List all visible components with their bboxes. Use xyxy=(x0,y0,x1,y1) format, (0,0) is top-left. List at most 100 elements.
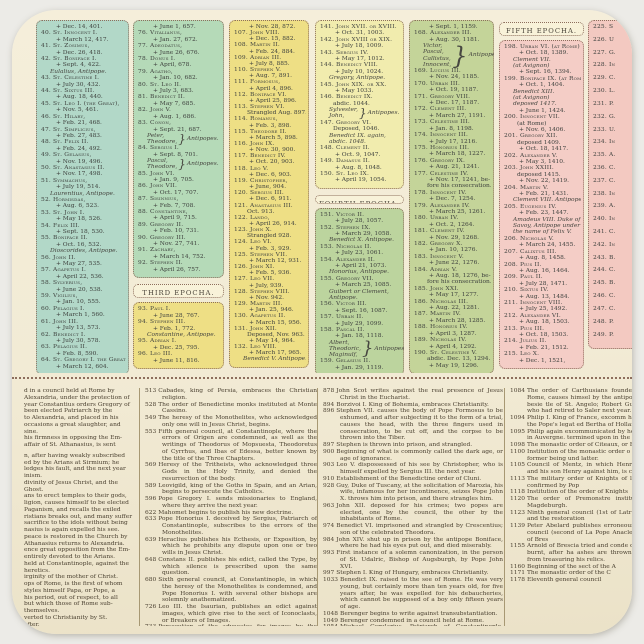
entry-detail-line: + March 24, 1455. xyxy=(519,242,576,249)
entry-detail-line xyxy=(593,338,632,344)
antipope-name: Innocent, xyxy=(423,61,452,68)
entry-detail-line: abdic. Dec. 13, 1294. xyxy=(427,356,491,363)
entry-detail-line: + March 14, 752. xyxy=(153,253,206,260)
pope-entry-line: 214. Julius II. xyxy=(504,338,547,345)
footnote-entry: 639 Heraclius publishes his Ecthesis, or … xyxy=(145,536,317,557)
pope-entry-line: 129. Martin III. xyxy=(234,301,283,308)
footnote-entry: 1049 Berenger condemned in a council held… xyxy=(323,617,485,624)
epoch-column: + Dec. 14, 401. 40. St. Innocent I. + Marc… xyxy=(36,20,129,373)
entry-detail-line: + July 18, 1009. xyxy=(335,43,384,50)
footnote-fragment-line: verted to Christianity by St. xyxy=(24,614,108,621)
entry-detail-line: Honorius, Antipope. xyxy=(329,269,390,276)
entry-detail-line: Deposed, Nov. 963. xyxy=(247,331,305,338)
footnote-column: 513 Cabades, king of Persia, embraces the… xyxy=(139,388,317,626)
pope-entry-line: 115. Theodore II. xyxy=(234,128,287,135)
entry-detail-line: + Dec. 7, 1254. xyxy=(429,196,476,203)
entry-detail-line: Benedict V. Antipope. xyxy=(243,356,306,363)
entry-detail-line: + Oct. 17, 707. xyxy=(153,189,199,196)
pope-entry-line: 209. Paul II. xyxy=(504,274,543,281)
brace-glyph: } xyxy=(361,338,374,360)
footnote-year: 1139 xyxy=(510,523,525,529)
footnote-year: 878 xyxy=(323,388,335,394)
entry-detail-line: + March 12, 931. xyxy=(249,257,302,264)
footnote-fragment-line: ops of Rome, is the first of whom xyxy=(24,581,123,587)
footnote-year: 1094 xyxy=(510,415,525,421)
footnote-entry: 900 Beginning of what is commonly called … xyxy=(323,448,503,462)
entry-detail-line: + Feb. 21, 1512. xyxy=(519,344,569,351)
footnote-entry: 928 Guy, Duke of Tuscany, at the solicita… xyxy=(323,482,503,503)
antipope-name: Albert, xyxy=(329,339,350,346)
pope-entry-line: 154. Alexander II. xyxy=(320,256,376,263)
entry-detail-line: + July 3, 683. xyxy=(153,88,194,95)
footnote-entry: 997 Stephen I. King of Hungary, embraces … xyxy=(323,570,489,577)
pope-entry-line: 234. In xyxy=(593,139,616,146)
footnote-fragment-line: n, after having weakly subscribed xyxy=(24,452,126,459)
footnote-year: 726 xyxy=(145,604,157,610)
footnote-fragment-line: held at Constantinople, against the xyxy=(24,560,129,567)
pope-entry-line: 229. C. xyxy=(593,75,616,82)
footnote-entry: 1118 Institution of the order of Knights xyxy=(510,489,629,496)
footnote-entry: 1100 Institution of the monastic order o … xyxy=(510,448,632,462)
pope-entry-line: 149. Damasus II. xyxy=(320,158,371,165)
antipope-names: Sylvester, John, xyxy=(329,107,358,119)
footnote-year: 1178 xyxy=(510,577,525,583)
antipopes-label: Antipopes. xyxy=(186,161,219,168)
pope-list-panel: + Dec. 14, 401. 40. St. Innocent I. + Marc… xyxy=(36,20,129,373)
entry-detail-line: + April 3, 1287. xyxy=(429,330,477,337)
footnote-entry: 1048 Berenger begins to write against tra… xyxy=(323,610,498,617)
footnote-year: 1100 xyxy=(510,448,525,455)
pope-entry-line: 145. John XIX. or XX. xyxy=(320,81,387,88)
entry-detail-line: + Nov. 17, 498. xyxy=(56,171,103,178)
entry-detail-line: Benedict IX. again, xyxy=(329,132,386,139)
entry-detail-line: + Aug. 13, 1484. xyxy=(519,293,570,300)
footnote-fragment-line: themselves. xyxy=(24,608,60,614)
entry-detail-line: + July 17, 1216. xyxy=(429,138,478,145)
entry-detail-line: + Oct. 18, 1503. xyxy=(519,331,569,338)
entry-detail-line: + Dec. 1, 1521, xyxy=(519,357,566,364)
antipopes-brace-group: Pascal, Theodore,} Antipopes. xyxy=(138,158,221,170)
antipope-name: Theodoric, xyxy=(329,346,361,353)
pope-entry-line: 158. Pascal II. xyxy=(320,327,365,334)
entry-detail-line: + Nov. 27, 741. xyxy=(153,241,200,247)
pope-entry-line: 77. Adeodatus, xyxy=(138,43,183,50)
entry-detail-line: + Feb. 10, 731. xyxy=(153,228,199,235)
pope-entry-line: 188. Honorius IV. xyxy=(414,324,468,331)
antipope-name: Sylvester, xyxy=(329,107,358,114)
footnote-year: 513 xyxy=(145,388,157,394)
footnote-fragment-line: Athanasius returns to Alexandria. xyxy=(24,540,125,547)
pope-entry-line: 246. C. xyxy=(593,293,616,300)
pope-entry-line: 146. Benedict IX. xyxy=(320,94,373,101)
footnote-year: 596 xyxy=(145,496,157,502)
entry-detail-line: Antipope. xyxy=(329,295,358,302)
entry-detail-line: + July 8, 885. xyxy=(249,60,290,67)
footnote-fragment-line: peace is restored in the Church by xyxy=(24,533,128,540)
footnote-year: 1048 xyxy=(323,610,338,617)
entry-detail-line: + July 23, 1061. xyxy=(335,250,384,257)
pope-entry-line: 131. John XII. xyxy=(234,325,278,332)
pope-entry-line: 203. John XXIII. xyxy=(504,165,554,172)
pope-entry-line: 183. Innocent V. xyxy=(414,253,464,260)
entry-detail-line: + April 19, 1054. xyxy=(335,177,387,184)
pope-entry-line: 244. C. xyxy=(593,267,616,274)
pope-entry-line: 117. Benedict IV. xyxy=(234,153,286,160)
footnote-entry: 528 The order of Benedictine monks instit… xyxy=(145,401,317,415)
entry-detail-line: + April 26, 757. xyxy=(153,266,201,273)
pope-entry-line: 159. Gelasius II. xyxy=(320,358,371,365)
footnote-entry: 910 Establishment of the Benedictine orde… xyxy=(323,475,482,482)
footnote-fragment-line: nasius is again expelled his see. xyxy=(24,527,120,533)
pope-entry-line: 128. Stephen VIII. xyxy=(234,288,290,295)
footnote-entry: 984 John XIV. shut up in prison by the an… xyxy=(323,536,503,550)
entry-detail-line: + Nov. 24, 1185. xyxy=(429,74,479,81)
pope-entry-line: 44. St. Sixtus III. xyxy=(41,88,95,95)
footnote-entry: 622 Mahomet begins to publish his new doc… xyxy=(145,509,294,516)
entry-detail-line: + April 4, 896. xyxy=(249,85,293,92)
pope-entry-line: 130. Agapetus II. xyxy=(234,313,286,320)
footnote-entry: 513 Cabades, king of Persia, embraces the… xyxy=(145,388,317,401)
pope-entry-line: 81. Benedict II. xyxy=(138,94,186,101)
pope-entry-line: 64. St. Gregory I. the Great, xyxy=(41,357,126,364)
pope-entry-line: 112. Boniface VI. xyxy=(234,91,287,98)
pope-entry-line: 63. Pelagius II. xyxy=(41,344,88,351)
